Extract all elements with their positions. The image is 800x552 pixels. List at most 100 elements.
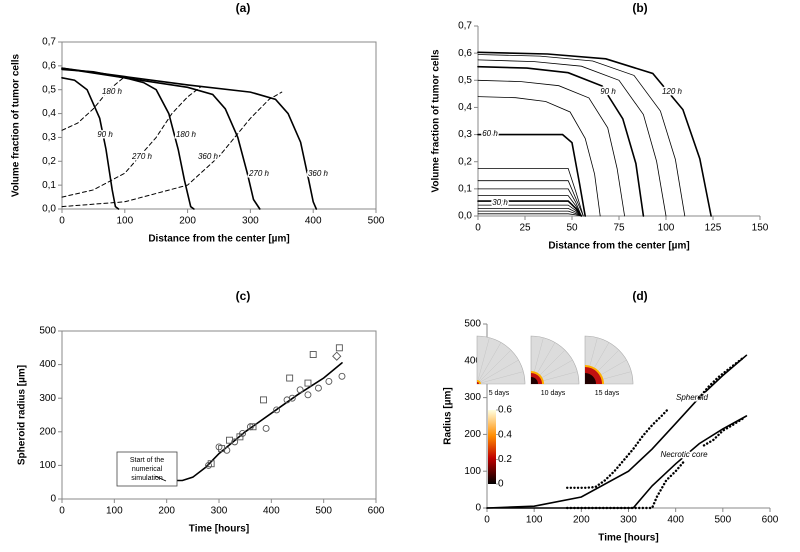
series-line bbox=[477, 200, 583, 217]
series-line bbox=[486, 354, 748, 509]
series-line bbox=[477, 51, 712, 217]
annotation-text: Start of the bbox=[130, 457, 164, 464]
panel-title: (b) bbox=[632, 1, 647, 15]
x-tick-label: 200 bbox=[179, 216, 196, 227]
y-axis-label: Volume fraction of tumor cells bbox=[431, 49, 442, 193]
x-tick-label: 400 bbox=[667, 515, 684, 526]
inset-spoke bbox=[476, 342, 502, 385]
annotation: Start of the numerical simulation bbox=[116, 451, 178, 487]
curve-label: 180 h bbox=[102, 87, 123, 96]
curve-label: 120 h bbox=[662, 87, 683, 96]
curve-label: 270 h bbox=[248, 169, 270, 178]
colorbar-tick-label: 0 bbox=[498, 479, 504, 490]
inset-image: 10 days bbox=[530, 335, 580, 397]
y-tick-label: 0 bbox=[50, 494, 56, 505]
x-tick-label: 200 bbox=[158, 506, 175, 517]
colorbar bbox=[488, 410, 496, 484]
y-axis-label: Volume fraction of tumor cells bbox=[11, 53, 22, 197]
annotation-arrow bbox=[154, 475, 167, 482]
y-tick-label: 0,1 bbox=[42, 180, 56, 191]
series-line bbox=[477, 208, 582, 217]
series-line bbox=[477, 195, 582, 217]
annotation-text: simulation bbox=[131, 475, 163, 482]
y-axis-label: Spheroid radius [µm] bbox=[17, 365, 28, 465]
y-tick-label: 0,5 bbox=[42, 84, 56, 95]
inset-spoke bbox=[476, 349, 512, 385]
point bbox=[304, 391, 312, 399]
inset-spoke bbox=[476, 337, 490, 385]
y-tick-label: 100 bbox=[464, 466, 481, 477]
series-line bbox=[477, 210, 582, 217]
series-line bbox=[477, 188, 582, 217]
y-tick-label: 500 bbox=[464, 319, 481, 330]
colorbar-tick-label: 0.4 bbox=[498, 429, 512, 440]
colorbar-tick-label: 0.6 bbox=[498, 405, 512, 416]
point bbox=[304, 379, 312, 387]
series-line bbox=[477, 59, 667, 217]
series-line bbox=[477, 96, 601, 217]
x-tick-label: 50 bbox=[566, 223, 578, 234]
y-tick-label: 0,2 bbox=[458, 156, 472, 167]
series-line bbox=[566, 355, 746, 489]
inset-label: 15 days bbox=[595, 390, 620, 397]
x-axis-label: Time [hours] bbox=[189, 524, 249, 535]
y-tick-label: 0,7 bbox=[458, 21, 472, 32]
y-tick-label: 0,5 bbox=[458, 75, 472, 86]
plot-frame bbox=[61, 41, 377, 210]
x-tick-label: 0 bbox=[475, 223, 481, 234]
x-tick-label: 100 bbox=[116, 216, 133, 227]
x-tick-label: 600 bbox=[368, 506, 385, 517]
panel-title: (a) bbox=[236, 1, 251, 15]
series-line bbox=[61, 67, 261, 210]
series-line bbox=[165, 362, 343, 482]
y-axis-label: Radius [µm] bbox=[443, 387, 454, 444]
curve-label: 60 h bbox=[482, 129, 498, 138]
point bbox=[239, 430, 247, 437]
y-tick-label: 300 bbox=[39, 393, 56, 404]
panel-title: (d) bbox=[632, 289, 647, 303]
point bbox=[314, 384, 322, 392]
x-axis-label: Time [hours] bbox=[598, 533, 658, 544]
curve-label: 30 h bbox=[492, 198, 508, 207]
curve-label: 180 h bbox=[176, 130, 197, 139]
curve-label: 360 h bbox=[308, 169, 329, 178]
curve-label: 90 h bbox=[97, 130, 113, 139]
inset-core bbox=[585, 373, 596, 384]
y-tick-label: 0,4 bbox=[42, 108, 56, 119]
y-tick-label: 0,0 bbox=[42, 204, 56, 215]
x-tick-label: 400 bbox=[305, 216, 322, 227]
series-line bbox=[477, 168, 584, 217]
y-tick-label: 400 bbox=[39, 359, 56, 370]
point bbox=[338, 372, 346, 380]
y-tick-label: 300 bbox=[464, 392, 481, 403]
point bbox=[286, 374, 294, 382]
series-line bbox=[477, 54, 686, 217]
x-tick-label: 500 bbox=[315, 506, 332, 517]
point bbox=[223, 446, 231, 454]
point bbox=[325, 377, 333, 385]
x-axis-label: Distance from the center [µm] bbox=[148, 234, 289, 245]
point bbox=[262, 424, 270, 432]
panel-title: (c) bbox=[236, 289, 251, 303]
y-tick-label: 0,1 bbox=[458, 183, 472, 194]
series-line bbox=[61, 68, 195, 210]
annotation-text: numerical bbox=[132, 466, 163, 473]
point bbox=[335, 344, 343, 352]
inset-label: 5 days bbox=[489, 390, 510, 397]
curve-label: Necrotic core bbox=[660, 450, 708, 459]
y-tick-label: 100 bbox=[39, 460, 56, 471]
point bbox=[249, 423, 257, 431]
point bbox=[260, 396, 267, 404]
series-line bbox=[477, 65, 645, 217]
series-line bbox=[477, 79, 625, 217]
point bbox=[332, 351, 342, 361]
colorbar-tick-label: 0.2 bbox=[498, 454, 512, 465]
series-line bbox=[477, 213, 582, 217]
point bbox=[309, 351, 317, 358]
plot-frame bbox=[61, 330, 377, 500]
x-tick-label: 150 bbox=[752, 223, 769, 234]
point bbox=[273, 406, 281, 414]
x-tick-label: 0 bbox=[484, 515, 490, 526]
point bbox=[246, 423, 254, 431]
